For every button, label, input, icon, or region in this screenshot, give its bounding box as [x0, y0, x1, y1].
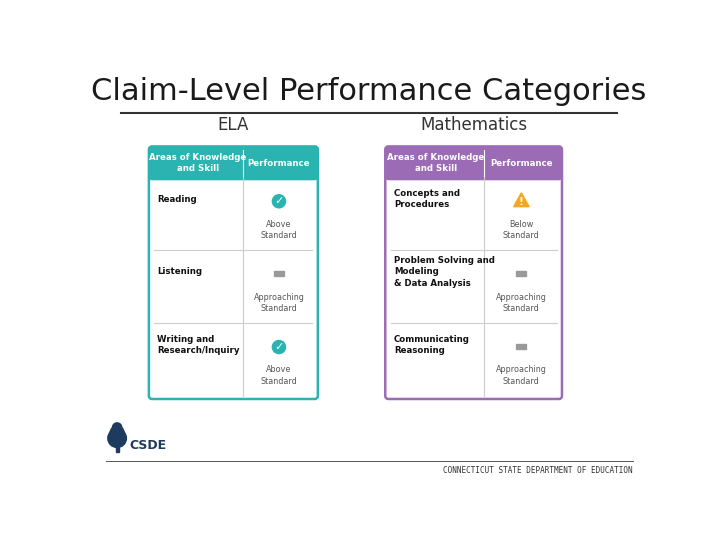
Circle shape: [272, 195, 286, 208]
Text: Claim-Level Performance Categories: Claim-Level Performance Categories: [91, 77, 647, 106]
Bar: [516, 347, 526, 349]
Text: Above
Standard: Above Standard: [261, 366, 297, 386]
Text: CONNECTICUT STATE DEPARTMENT OF EDUCATION: CONNECTICUT STATE DEPARTMENT OF EDUCATIO…: [443, 466, 632, 475]
Bar: [116, 444, 119, 452]
Text: Approaching
Standard: Approaching Standard: [496, 366, 546, 386]
Text: ELA: ELA: [217, 116, 249, 134]
Text: Approaching
Standard: Approaching Standard: [253, 293, 305, 313]
Bar: [274, 274, 284, 276]
Bar: [516, 274, 526, 276]
Text: Problem Solving and
Modeling
& Data Analysis: Problem Solving and Modeling & Data Anal…: [394, 256, 495, 288]
Text: Areas of Knowledge
and Skill: Areas of Knowledge and Skill: [149, 153, 246, 173]
Bar: [152, 164, 315, 177]
FancyBboxPatch shape: [385, 146, 562, 399]
Text: Approaching
Standard: Approaching Standard: [496, 293, 546, 313]
Circle shape: [110, 426, 124, 440]
Circle shape: [108, 429, 127, 448]
Bar: [516, 271, 526, 273]
Text: Performance: Performance: [490, 159, 553, 168]
Text: Communicating
Reasoning: Communicating Reasoning: [394, 335, 469, 355]
Bar: [274, 271, 284, 273]
Text: Performance: Performance: [248, 159, 310, 168]
Text: Areas of Knowledge
and Skill: Areas of Knowledge and Skill: [387, 153, 485, 173]
Bar: [388, 164, 559, 177]
Text: Above
Standard: Above Standard: [261, 220, 297, 240]
Text: Writing and
Research/Inquiry: Writing and Research/Inquiry: [158, 335, 240, 355]
Text: ✓: ✓: [274, 196, 284, 206]
FancyBboxPatch shape: [385, 146, 562, 180]
Polygon shape: [513, 193, 529, 207]
FancyBboxPatch shape: [149, 146, 318, 399]
Text: Concepts and
Procedures: Concepts and Procedures: [394, 189, 460, 209]
Text: ✓: ✓: [274, 342, 284, 352]
FancyBboxPatch shape: [149, 146, 318, 180]
Circle shape: [272, 341, 286, 354]
Bar: [516, 343, 526, 346]
Text: Below
Standard: Below Standard: [503, 220, 540, 240]
Text: !: !: [519, 197, 524, 207]
Text: Mathematics: Mathematics: [420, 116, 527, 134]
Circle shape: [112, 423, 122, 432]
Text: Reading: Reading: [158, 194, 197, 204]
Text: CSDE: CSDE: [130, 440, 166, 453]
Text: Listening: Listening: [158, 267, 202, 276]
